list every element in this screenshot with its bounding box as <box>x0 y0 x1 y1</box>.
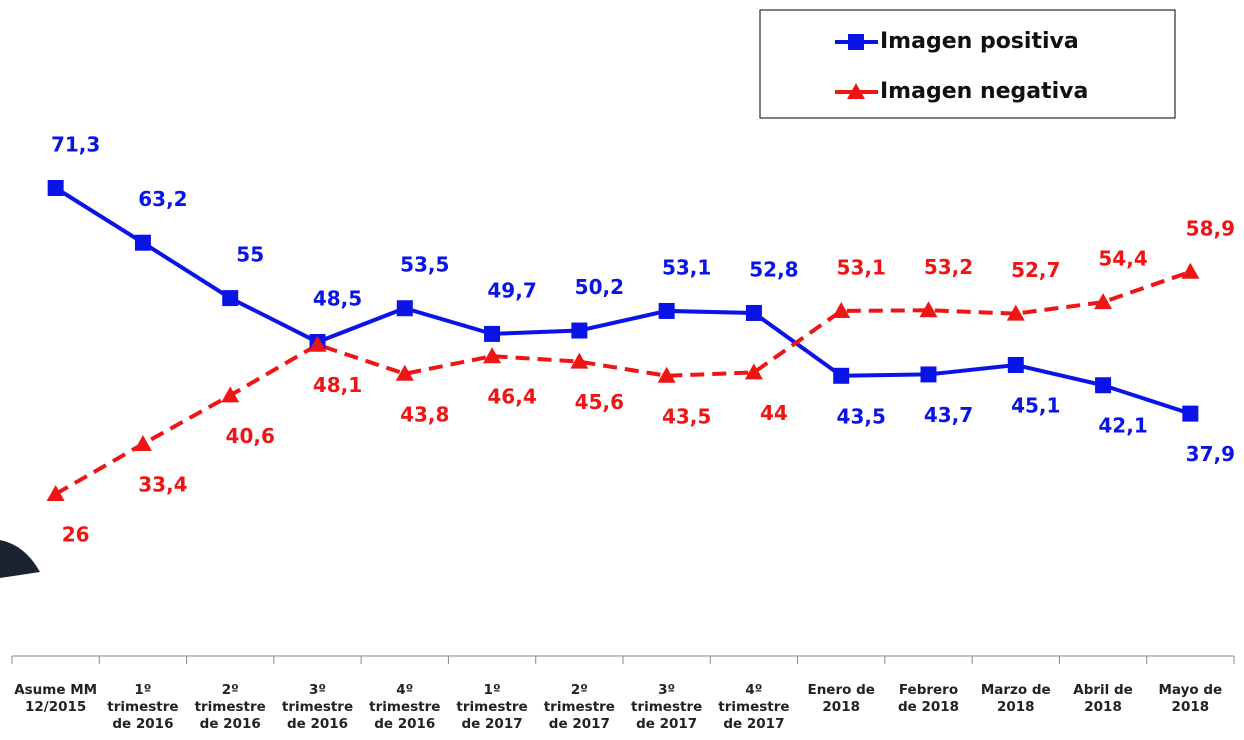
data-label: 52,7 <box>1011 258 1060 282</box>
x-tick-label: 2º trimestre de 2016 <box>194 682 266 732</box>
data-point <box>1006 304 1025 321</box>
data-label: 43,8 <box>400 402 449 426</box>
data-label: 63,2 <box>138 187 187 211</box>
x-tick-label: Mayo de 2018 <box>1158 682 1223 715</box>
data-label: 40,6 <box>226 424 275 448</box>
data-label: 55 <box>236 243 264 267</box>
data-label: 43,5 <box>662 404 711 428</box>
data-label: 44 <box>760 401 788 425</box>
x-tick-label: Marzo de 2018 <box>980 682 1051 715</box>
data-point <box>745 304 762 321</box>
data-label: 53,1 <box>662 255 711 279</box>
legend-marker <box>848 34 864 50</box>
data-label: 26 <box>62 523 90 547</box>
data-label: 45,1 <box>1011 393 1060 417</box>
data-label: 50,2 <box>575 275 624 299</box>
data-point <box>657 366 676 383</box>
data-label: 52,8 <box>749 257 798 281</box>
x-tick-label: 2º trimestre de 2017 <box>543 682 615 732</box>
legend-label: Imagen negativa <box>880 79 1088 104</box>
data-label: 49,7 <box>487 278 536 302</box>
x-tick-label: Abril de 2018 <box>1073 682 1133 715</box>
data-label: 53,2 <box>924 255 973 279</box>
data-point <box>483 347 502 364</box>
series-line <box>54 269 1192 496</box>
data-point <box>1095 377 1112 394</box>
data-point <box>920 366 937 383</box>
data-point <box>1182 405 1199 422</box>
data-point <box>571 322 588 339</box>
data-point <box>133 435 152 452</box>
x-tick-label: 4º trimestre de 2017 <box>718 682 790 732</box>
data-label: 48,1 <box>313 373 362 397</box>
legend-label: Imagen positiva <box>880 29 1079 54</box>
data-point <box>308 335 327 352</box>
data-label: 33,4 <box>138 473 187 497</box>
data-point <box>46 485 65 501</box>
data-point <box>832 301 851 318</box>
data-label: 45,6 <box>575 390 624 414</box>
data-label: 46,4 <box>487 385 536 409</box>
data-point <box>1181 262 1200 279</box>
x-tick-label: Asume MM 12/2015 <box>14 682 98 715</box>
data-point <box>1094 293 1113 310</box>
series-line <box>54 186 1191 416</box>
data-label: 42,1 <box>1098 414 1147 438</box>
data-label: 43,5 <box>837 404 886 428</box>
data-label: 58,9 <box>1186 216 1235 240</box>
data-label: 54,4 <box>1098 247 1147 271</box>
x-tick-label: 1º trimestre de 2017 <box>456 682 528 732</box>
photo-fragment <box>0 540 40 578</box>
data-point <box>47 180 64 196</box>
data-point <box>919 301 938 318</box>
data-label: 53,5 <box>400 253 449 277</box>
data-point <box>1007 356 1024 373</box>
data-point <box>221 386 240 403</box>
legend-box <box>759 9 1176 119</box>
data-label: 37,9 <box>1186 442 1235 466</box>
legend-marker <box>847 83 865 99</box>
x-tick-label: Febrero de 2018 <box>897 682 960 715</box>
x-tick-label: Enero de 2018 <box>807 682 875 715</box>
data-point <box>134 234 151 251</box>
data-point <box>396 300 413 317</box>
x-tick-label: 4º trimestre de 2016 <box>369 682 441 732</box>
data-point <box>744 363 763 380</box>
x-tick-label: 3º trimestre de 2016 <box>281 682 354 732</box>
data-point <box>395 364 414 381</box>
data-label: 53,1 <box>837 255 886 279</box>
data-label: 71,3 <box>51 133 100 157</box>
data-point <box>833 367 850 384</box>
data-label: 48,5 <box>313 287 362 311</box>
x-tick-label: 3º trimestre de 2017 <box>631 682 703 732</box>
data-label: 43,7 <box>924 403 973 427</box>
x-tick-label: 1º trimestre de 2016 <box>107 682 179 732</box>
data-point <box>222 290 239 307</box>
data-point <box>658 302 675 319</box>
data-point <box>570 352 589 369</box>
data-point <box>484 325 501 342</box>
